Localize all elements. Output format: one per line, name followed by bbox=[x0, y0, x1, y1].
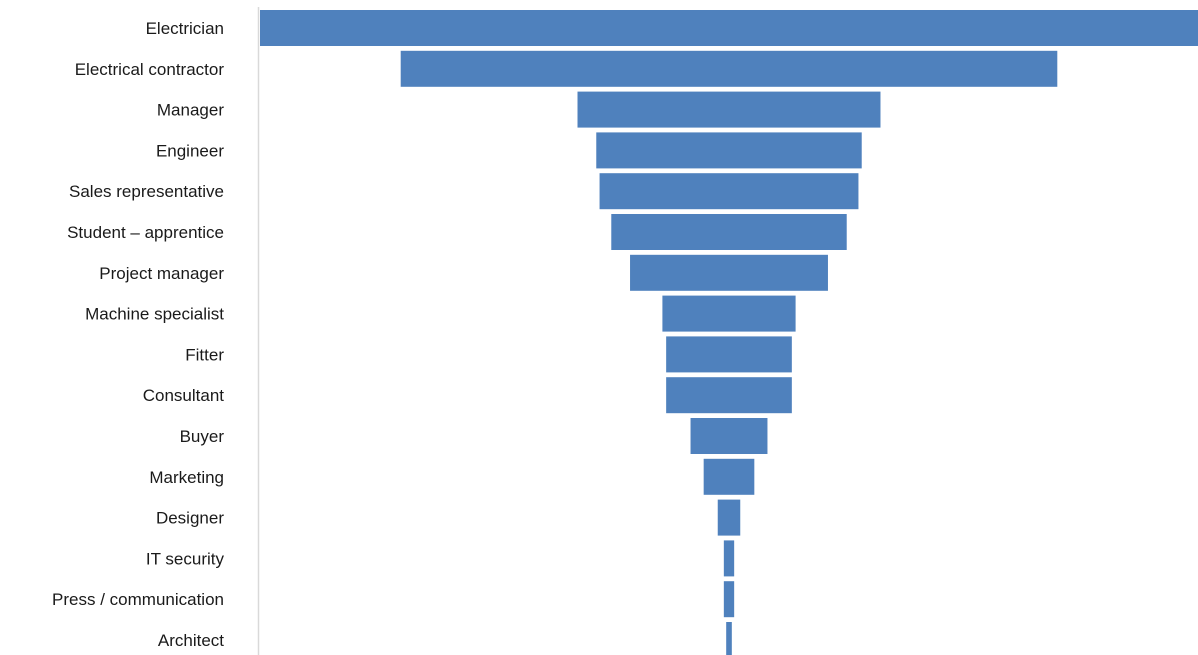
category-label-engineer: Engineer bbox=[156, 141, 224, 160]
bar-machine-specialist bbox=[662, 295, 796, 332]
bar-student-apprentice bbox=[611, 214, 847, 250]
bar-manager bbox=[577, 91, 881, 128]
bar-architect bbox=[726, 622, 732, 655]
bar-electrical-contractor bbox=[400, 50, 1058, 87]
bar-consultant bbox=[666, 377, 792, 414]
bar-fitter bbox=[666, 336, 792, 373]
category-label-project-manager: Project manager bbox=[99, 264, 224, 283]
category-label-fitter: Fitter bbox=[185, 345, 224, 364]
category-labels-group: Electrician Electrical contractor Manager E… bbox=[52, 19, 224, 650]
category-label-electrical-contractor: Electrical contractor bbox=[75, 60, 225, 79]
category-label-it-security: IT security bbox=[146, 549, 225, 568]
category-label-designer: Designer bbox=[156, 509, 224, 528]
category-label-manager: Manager bbox=[157, 101, 224, 120]
bar-engineer bbox=[596, 132, 862, 169]
category-label-electrician: Electrician bbox=[146, 19, 224, 38]
bar-it-security bbox=[723, 540, 735, 577]
category-label-buyer: Buyer bbox=[180, 427, 225, 446]
category-label-machine-specialist: Machine specialist bbox=[85, 305, 224, 324]
bar-buyer bbox=[690, 418, 768, 454]
bar-marketing bbox=[703, 458, 755, 495]
category-label-consultant: Consultant bbox=[143, 386, 225, 405]
bar-project-manager bbox=[630, 254, 828, 291]
bar-press-communication bbox=[723, 581, 735, 618]
category-label-sales-representative: Sales representative bbox=[69, 182, 224, 201]
category-label-student-apprentice: Student – apprentice bbox=[67, 223, 224, 242]
bars-group bbox=[260, 10, 1198, 655]
bar-electrician bbox=[260, 10, 1198, 46]
category-label-marketing: Marketing bbox=[149, 468, 224, 487]
category-label-architect: Architect bbox=[158, 631, 224, 650]
bar-designer bbox=[717, 499, 741, 536]
category-label-press-communication: Press / communication bbox=[52, 590, 224, 609]
bar-sales-representative bbox=[599, 173, 859, 210]
